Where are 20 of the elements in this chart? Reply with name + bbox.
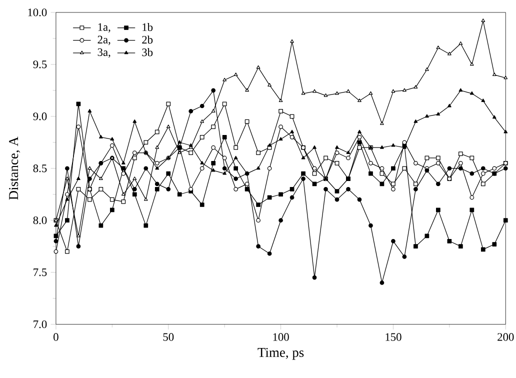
y-tick-label: 9.0 <box>33 112 47 120</box>
y-tick-label: 7.5 <box>34 268 47 276</box>
x-tick-label: 200 <box>498 333 514 341</box>
y-tick-label: 10.0 <box>28 8 47 16</box>
y-tick-label: 9.5 <box>33 60 47 68</box>
x-tick-label: 0 <box>54 333 58 341</box>
legend-label: 1a, <box>98 23 110 32</box>
legend-label: 3a, <box>98 48 110 58</box>
legend-label: 3b <box>142 48 153 56</box>
x-tick-label: 100 <box>273 333 289 341</box>
y-tick-label: 8.0 <box>33 216 47 224</box>
x-tick-label: 150 <box>386 333 402 341</box>
legend-label: 2a, <box>98 36 110 45</box>
x-tick-label: 50 <box>163 333 174 341</box>
legend-label: 1b <box>142 22 153 31</box>
x-axis-title: Time, ps <box>258 348 304 360</box>
y-axis-title: Distance, A <box>9 136 20 200</box>
y-tick-label: 7.0 <box>34 320 47 328</box>
y-tick-label: 8.5 <box>33 164 47 172</box>
legend-label: 2b <box>142 36 153 44</box>
